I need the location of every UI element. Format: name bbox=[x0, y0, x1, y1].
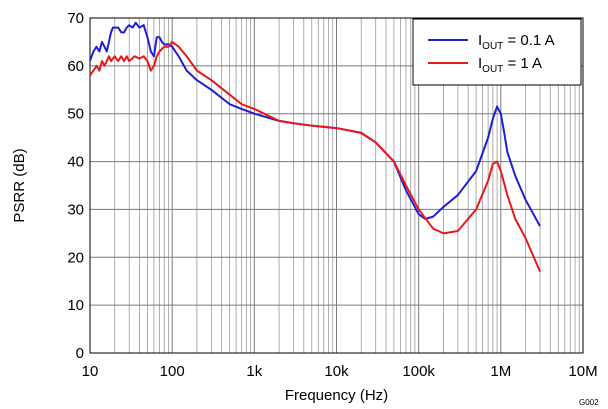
y-tick-label: 70 bbox=[67, 10, 84, 27]
legend-label-1: IOUT = 0.1 A bbox=[478, 32, 555, 52]
legend-label-2: IOUT = 1 A bbox=[478, 55, 542, 75]
x-tick-label: 10 bbox=[82, 363, 99, 380]
y-tick-label: 20 bbox=[67, 249, 84, 266]
y-tick-label: 30 bbox=[67, 201, 84, 218]
y-tick-label: 60 bbox=[67, 58, 84, 75]
y-tick-label: 50 bbox=[67, 106, 84, 123]
y-tick-label: 40 bbox=[67, 154, 84, 171]
x-tick-label: 100k bbox=[402, 363, 435, 380]
x-tick-label: 1M bbox=[490, 363, 511, 380]
series-line-1 bbox=[89, 21, 541, 227]
y-tick-label: 0 bbox=[76, 345, 84, 362]
y-axis-title: PSRR (dB) bbox=[11, 148, 28, 222]
legend-items: IOUT = 0.1 A IOUT = 1 A bbox=[428, 32, 555, 75]
x-tick-label: 100 bbox=[160, 363, 185, 380]
series-group bbox=[89, 21, 541, 273]
y-tick-labels: 0 10 20 30 40 50 60 70 bbox=[67, 10, 84, 362]
legend-box bbox=[412, 18, 582, 86]
plot-frame bbox=[89, 17, 584, 354]
x-axis-title: Frequency (Hz) bbox=[285, 387, 388, 404]
x-tick-label: 10M bbox=[568, 363, 597, 380]
x-tick-label: 1k bbox=[246, 363, 262, 380]
legend: IOUT = 0.1 A IOUT = 1 A bbox=[412, 18, 582, 86]
series-line-2 bbox=[89, 40, 541, 273]
grid bbox=[90, 18, 583, 353]
figure-code: G002 bbox=[579, 398, 599, 407]
y-tick-label: 10 bbox=[67, 297, 84, 314]
x-tick-label: 10k bbox=[324, 363, 349, 380]
x-tick-labels: 10 100 1k 10k 100k 1M 10M bbox=[82, 363, 598, 380]
